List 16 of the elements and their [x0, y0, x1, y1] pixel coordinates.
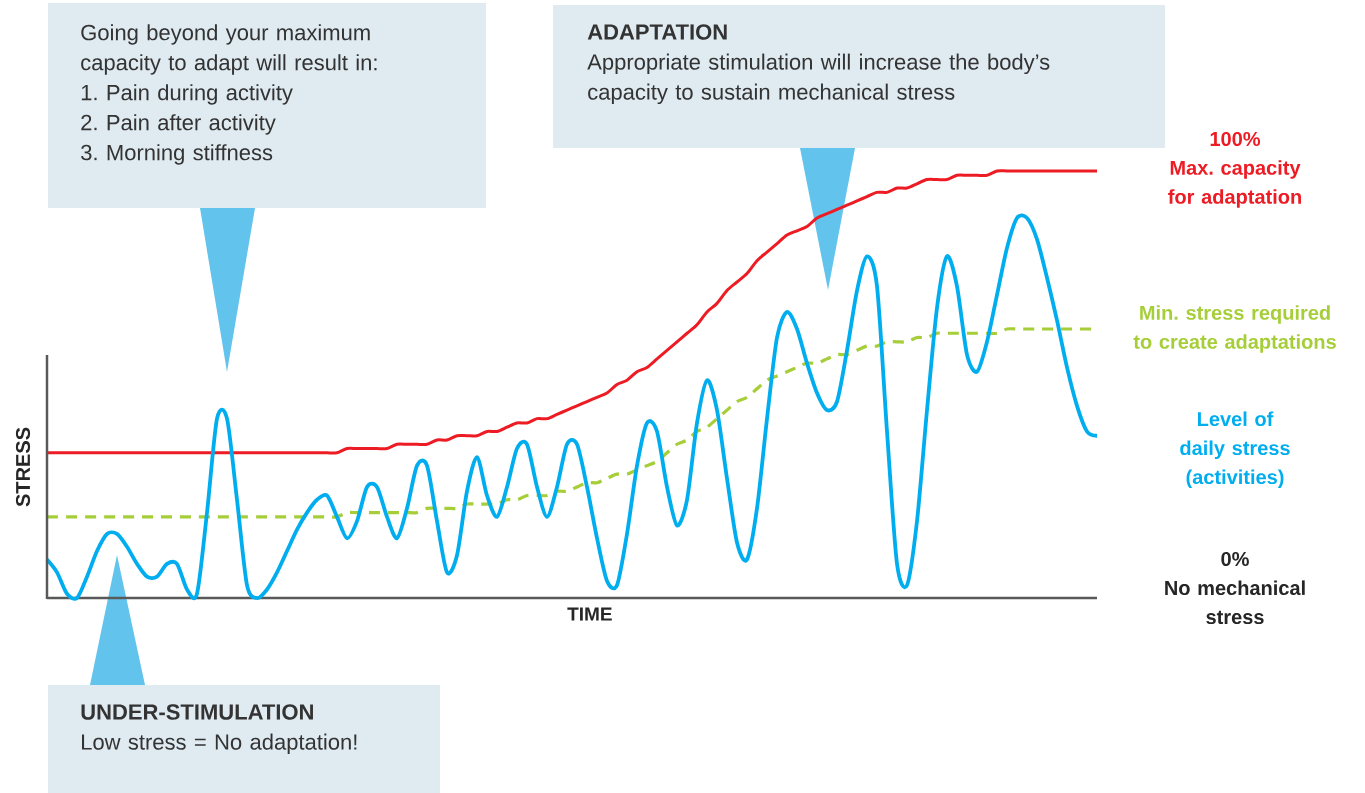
text: 2. Pain after activity — [81, 114, 276, 135]
x-axis-title: TIME — [567, 607, 612, 621]
text: ADAPTATION — [587, 24, 727, 40]
text: UNDER-STIMULATION — [81, 704, 313, 720]
text: Going beyond your maximum capacity to adapt will result in: — [81, 24, 377, 75]
text: 0% — [1221, 551, 1249, 567]
series-label: Min. stress required to create adaptations — [1133, 305, 1336, 353]
text: Appropriate stimulation will increase the body’s capacity to sustain mechanical stress — [587, 53, 1050, 105]
text: 100% — [1210, 131, 1261, 147]
text: Max. capacity for adaptation — [1168, 160, 1301, 208]
text: 3. Morning stiffness — [81, 144, 273, 165]
y-axis-title: STRESS — [15, 427, 31, 507]
text: 1. Pain during activity — [81, 84, 293, 105]
text: Level of daily stress (activities) — [1180, 411, 1290, 489]
text: No mechanical stress — [1165, 580, 1305, 625]
text: Low stress = No adaptation! — [82, 733, 357, 755]
